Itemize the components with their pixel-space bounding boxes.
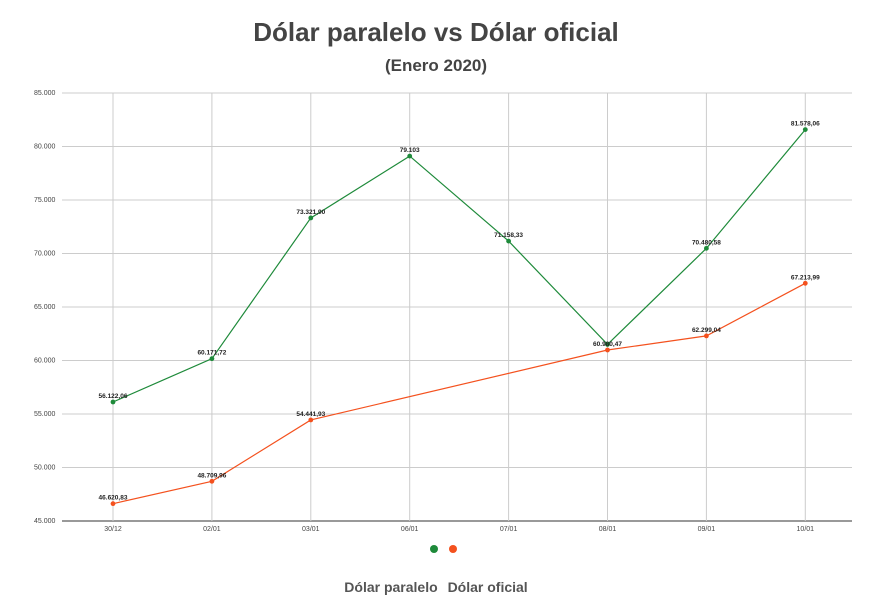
data-point	[110, 399, 116, 405]
chart-title: Dólar paralelo vs Dólar oficial	[253, 17, 619, 47]
y-tick-label: 75.000	[34, 197, 56, 204]
x-tick-label: 10/01	[797, 526, 815, 533]
data-label: 67.213,99	[791, 274, 820, 281]
data-point	[407, 153, 413, 159]
legend-item-paralelo[interactable]: Dólar paralelo	[344, 579, 438, 595]
y-tick-label: 80.000	[34, 144, 56, 151]
legend-item-oficial[interactable]: Dólar oficial	[447, 579, 528, 595]
x-tick-label: 03/01	[302, 526, 320, 533]
chart-subtitle: (Enero 2020)	[384, 56, 488, 75]
data-point	[802, 127, 808, 133]
data-point	[605, 347, 610, 353]
x-tick-label: 02/01	[203, 526, 221, 533]
data-point	[308, 215, 314, 221]
y-tick-label: 50.000	[34, 465, 56, 472]
series-line-paralelo	[112, 129, 806, 403]
axis-layer: 45.000 50.000 55.000 60.000 65.000 70.000 75.0…	[34, 90, 814, 533]
y-tick-label: 60.000	[34, 358, 56, 365]
data-label: 71.158,33	[494, 232, 523, 239]
data-label: 46.620,83	[99, 495, 128, 502]
data-label: 54.441,93	[296, 411, 325, 418]
series-line-oficial	[112, 282, 806, 505]
data-point	[209, 478, 215, 484]
x-tick-label: 06/01	[401, 526, 419, 533]
data-label: 62.299,04	[692, 327, 721, 334]
y-tick-label: 45.000	[34, 518, 56, 525]
data-label: 73.321,90	[296, 209, 325, 216]
legend-markers	[430, 545, 457, 553]
y-tick-label: 65.000	[34, 304, 56, 311]
data-label: 81.578,06	[791, 121, 820, 128]
y-tick-label: 55.000	[34, 411, 56, 418]
data-label: 79.103	[400, 147, 420, 154]
x-tick-label: 09/01	[698, 526, 716, 533]
legend-marker-oficial	[449, 545, 457, 553]
data-label: 48.709,96	[197, 472, 226, 479]
legend: Dólar paralelo Dólar oficial	[0, 579, 872, 595]
x-tick-label: 30/12	[104, 526, 122, 533]
y-tick-label: 70.000	[34, 251, 56, 258]
data-point	[209, 356, 215, 362]
data-label: 70.480,58	[692, 239, 721, 246]
data-point	[308, 417, 314, 423]
data-point	[110, 501, 116, 507]
data-label-layer: 56.122,06 60.171,72 73.321,90 79.103 71.158,…	[99, 121, 821, 502]
data-point	[802, 280, 808, 286]
legend-marker-paralelo	[430, 545, 438, 553]
data-label: 60.171,72	[197, 350, 226, 357]
data-label: 56.122,06	[99, 393, 128, 400]
series-layer	[110, 127, 808, 507]
data-label: 60.980,47	[593, 341, 622, 348]
x-tick-label: 08/01	[599, 526, 617, 533]
data-point	[506, 238, 511, 244]
x-tick-label: 07/01	[500, 526, 518, 533]
data-point	[605, 342, 610, 347]
grid-layer	[62, 92, 852, 522]
data-point	[704, 245, 709, 251]
y-tick-label: 85.000	[34, 90, 56, 97]
data-point	[704, 333, 709, 339]
